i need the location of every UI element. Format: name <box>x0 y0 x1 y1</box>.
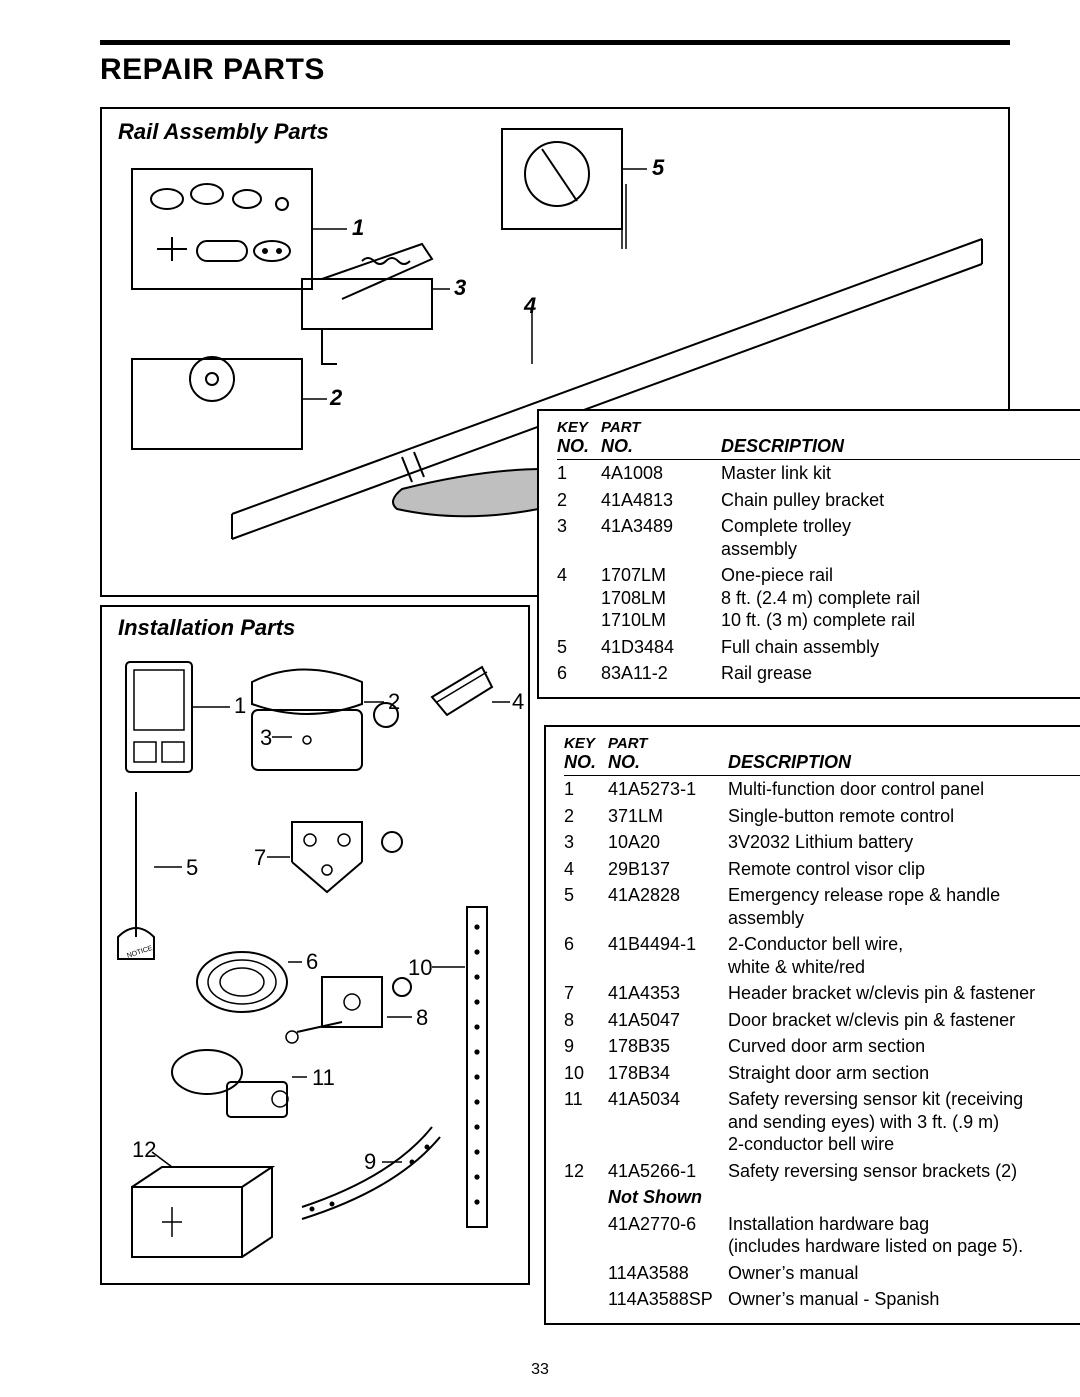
inst-callout-8: 8 <box>416 1005 428 1031</box>
install-table-grid: KEYNO. PARTNO. DESCRIPTION 141A5273-1Mul… <box>564 735 1080 1313</box>
inst-callout-5: 5 <box>186 855 198 881</box>
inst-callout-3: 3 <box>260 725 272 751</box>
inst-callout-9: 9 <box>364 1149 376 1175</box>
install-table: KEYNO. PARTNO. DESCRIPTION 141A5273-1Mul… <box>544 725 1080 1325</box>
svg-text:NOTICE: NOTICE <box>126 945 154 960</box>
rail-callout-1: 1 <box>352 215 364 241</box>
install-panel: Installation Parts <box>100 605 530 1285</box>
title-rule <box>100 40 1010 45</box>
inst-callout-6: 6 <box>306 949 318 975</box>
install-illustration: NOTICE <box>102 607 532 1287</box>
rail-table: KEYNO. PARTNO. DESCRIPTION 14A1008Master… <box>537 409 1080 699</box>
inst-callout-12: 12 <box>132 1137 156 1163</box>
rail-callout-5: 5 <box>652 155 664 181</box>
inst-callout-1: 1 <box>234 693 246 719</box>
th-desc: DESCRIPTION <box>721 419 1080 460</box>
th-part: PARTNO. <box>601 419 721 460</box>
rail-table-grid: KEYNO. PARTNO. DESCRIPTION 14A1008Master… <box>557 419 1080 687</box>
th-key: KEYNO. <box>557 419 601 460</box>
rail-callout-3: 3 <box>454 275 466 301</box>
rail-callout-2: 2 <box>330 385 342 411</box>
inst-callout-4: 4 <box>512 689 524 715</box>
inst-callout-11: 11 <box>312 1065 335 1091</box>
lower-wrap: Installation Parts <box>100 605 1010 1285</box>
inst-callout-7: 7 <box>254 845 266 871</box>
page-title: REPAIR PARTS <box>100 53 1010 87</box>
rail-panel: Rail Assembly Parts <box>100 107 1010 597</box>
page: REPAIR PARTS Rail Assembly Parts <box>0 0 1080 1397</box>
inst-callout-2: 2 <box>388 689 400 715</box>
inst-callout-10: 10 <box>408 955 432 981</box>
rail-rows: 14A1008Master link kit 241A4813Chain pul… <box>557 460 1080 687</box>
page-number: 33 <box>0 1361 1080 1379</box>
rail-callout-4: 4 <box>524 293 536 319</box>
